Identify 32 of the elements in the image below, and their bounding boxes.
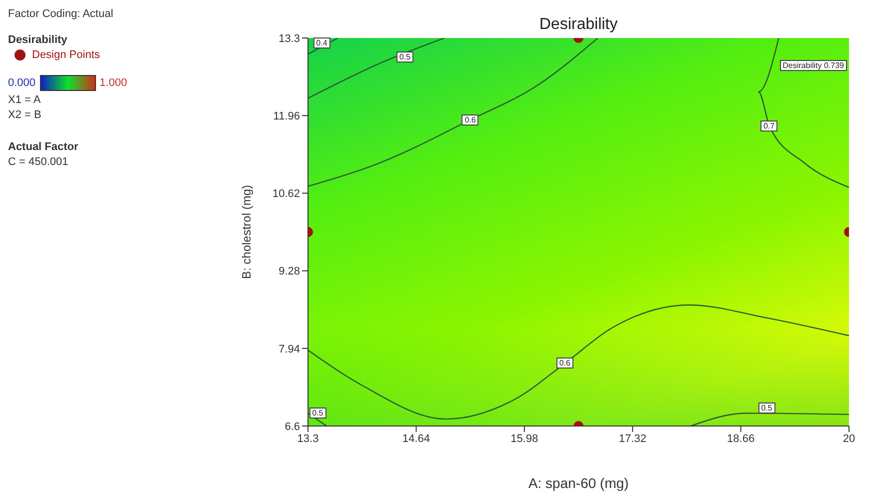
x-tick-label: 14.64 [402, 432, 430, 445]
chart-title: Desirability [538, 16, 619, 34]
x-tick-label: 17.32 [618, 432, 646, 445]
y-tick-label: 11.96 [273, 110, 300, 123]
x-tick-label: 13.3 [297, 432, 319, 445]
y-tick-label: 6.6 [284, 420, 300, 433]
text: Actual Factor [8, 141, 80, 153]
x-tick-label: 15.98 [510, 432, 538, 445]
annotation: 0.5 [758, 402, 776, 414]
text: C = 450.001 [8, 156, 70, 168]
annotation: 0.5 [396, 51, 414, 62]
x-tick-label: 18.66 [727, 432, 755, 445]
annotation: Desirability 0.739 [780, 60, 847, 71]
y-tick-label: 13.3 [278, 32, 300, 45]
text: Factor Coding: Actual [8, 8, 114, 20]
y-tick-label: 7.94 [278, 343, 300, 356]
line-series [758, 38, 849, 188]
legend-title: Desirability [8, 34, 68, 46]
text: X2 = B [8, 109, 42, 121]
legend-label: Design Points [32, 49, 100, 61]
text: 1.000 [100, 77, 128, 89]
y-axis-title: B: cholestrol (mg) [239, 184, 254, 280]
x-tick-label: 20 [842, 432, 856, 445]
text: 0.000 [8, 77, 36, 89]
annotation: 0.4 [313, 37, 330, 48]
text: X1 = A [8, 94, 42, 106]
y-tick-label: 9.28 [278, 266, 300, 278]
annotation: 0.5 [309, 408, 326, 419]
x-axis-title: A: span-60 (mg) [528, 475, 629, 491]
y-tick-label: 10.62 [272, 188, 300, 200]
line-series [308, 304, 849, 420]
line-series [308, 38, 598, 187]
